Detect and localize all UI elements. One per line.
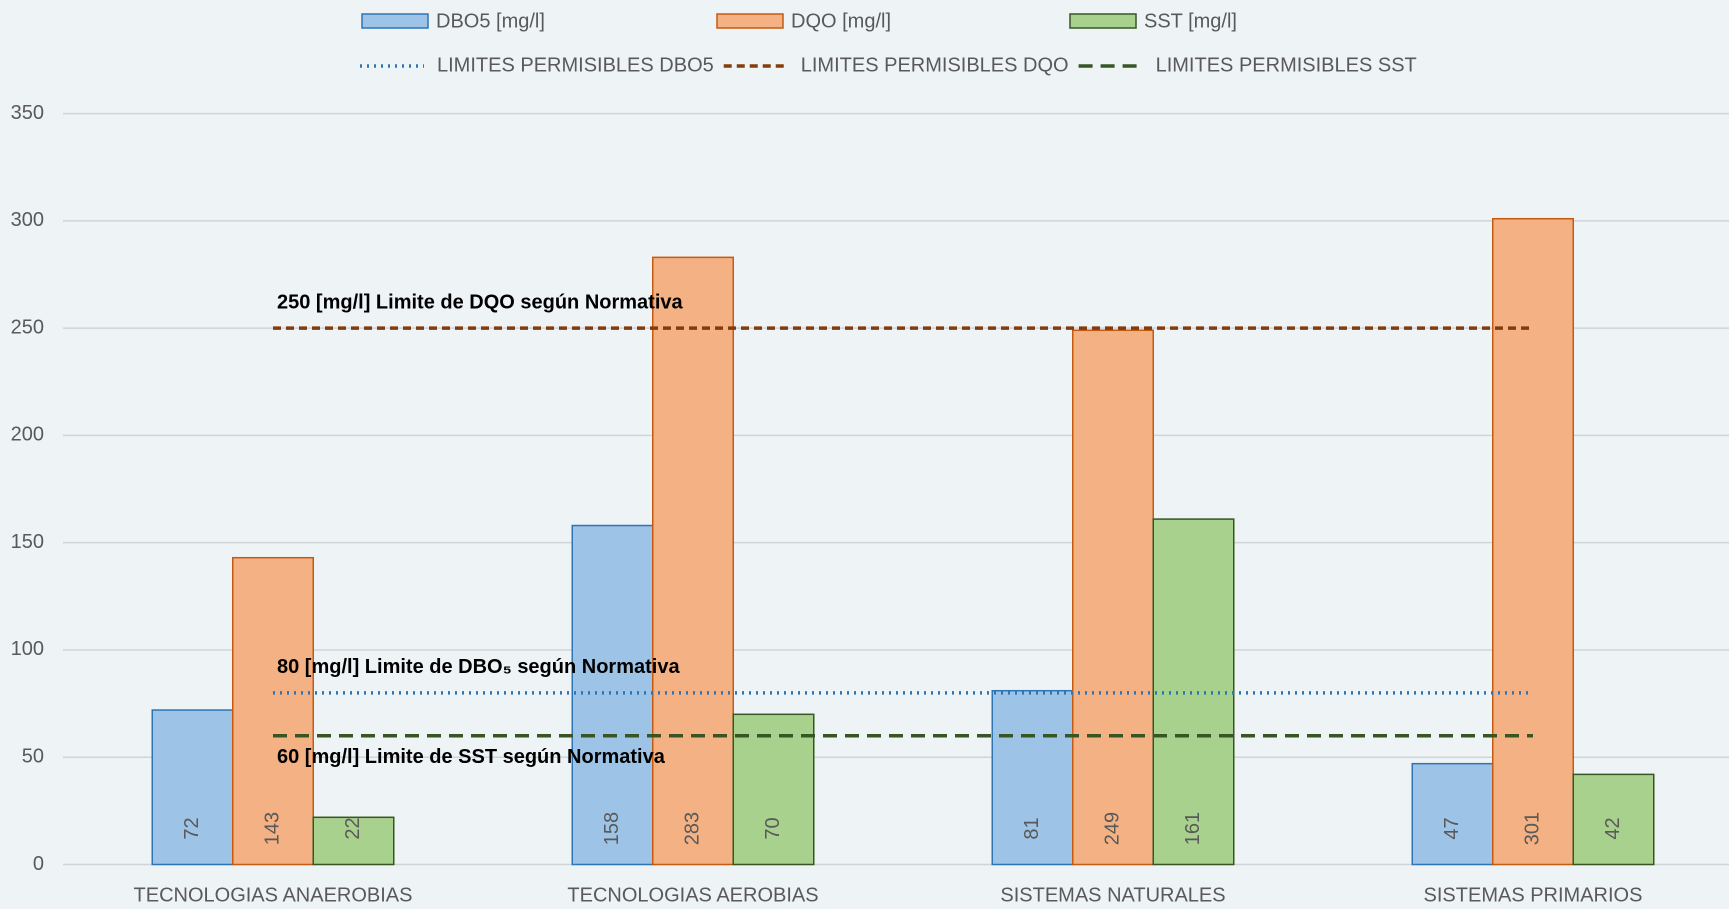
y-tick-label: 100 (11, 638, 44, 660)
value-label: 42 (1602, 817, 1624, 839)
legend-label: LIMITES PERMISIBLES SST (1156, 54, 1417, 76)
value-label: 143 (261, 812, 283, 845)
bar (1412, 764, 1493, 865)
value-label: 161 (1182, 812, 1204, 845)
legend-swatch (1070, 14, 1136, 28)
legend-swatch (717, 14, 783, 28)
bar (152, 710, 233, 864)
value-label: 158 (601, 812, 623, 845)
value-label: 81 (1021, 817, 1043, 839)
legend-label: LIMITES PERMISIBLES DBO5 (437, 54, 714, 76)
bar (653, 257, 734, 864)
limit-annotation: 80 [mg/l] Limite de DBO₅ según Normativa (277, 656, 680, 678)
bar (1493, 219, 1574, 865)
y-tick-label: 350 (11, 102, 44, 124)
value-label: 47 (1441, 817, 1463, 839)
value-label: 70 (762, 817, 784, 839)
y-tick-label: 200 (11, 424, 44, 446)
limit-annotation: 60 [mg/l] Limite de SST según Normativa (277, 746, 666, 768)
y-tick-label: 50 (22, 746, 44, 768)
legend-label: SST [mg/l] (1144, 10, 1237, 32)
legend-label: DBO5 [mg/l] (436, 10, 545, 32)
x-tick-label: SISTEMAS PRIMARIOS (1424, 884, 1643, 906)
y-tick-label: 150 (11, 531, 44, 553)
legend-label: DQO [mg/l] (791, 10, 891, 32)
value-label: 249 (1101, 812, 1123, 845)
value-label: 72 (181, 817, 203, 839)
x-tick-label: TECNOLOGIAS AEROBIAS (567, 884, 818, 906)
value-label: 301 (1521, 812, 1543, 845)
x-tick-label: TECNOLOGIAS ANAEROBIAS (134, 884, 413, 906)
y-tick-label: 300 (11, 209, 44, 231)
value-label: 283 (681, 812, 703, 845)
y-tick-label: 0 (33, 853, 44, 875)
y-tick-label: 250 (11, 316, 44, 338)
limit-annotation: 250 [mg/l] Limite de DQO según Normativa (277, 291, 684, 313)
legend-swatch (362, 14, 428, 28)
legend-label: LIMITES PERMISIBLES DQO (801, 54, 1069, 76)
bar (1073, 330, 1154, 864)
value-label: 22 (342, 817, 364, 839)
x-tick-label: SISTEMAS NATURALES (1000, 884, 1225, 906)
chart: 0 50 100 150 200 250 300 350 TECNOLOGIAS ANAEROB… (0, 0, 1729, 909)
